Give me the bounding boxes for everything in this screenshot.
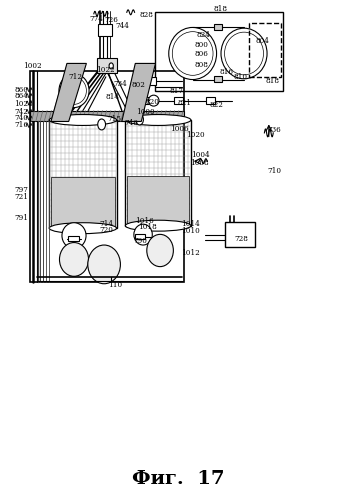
Bar — [68, 236, 79, 241]
Text: 808: 808 — [195, 61, 209, 69]
Ellipse shape — [49, 115, 116, 125]
Ellipse shape — [59, 74, 89, 108]
Text: 1020: 1020 — [186, 131, 204, 139]
Text: 1024: 1024 — [14, 100, 32, 108]
Ellipse shape — [49, 223, 116, 234]
Text: 734: 734 — [113, 80, 127, 88]
Text: 728: 728 — [235, 235, 248, 243]
Text: 712: 712 — [68, 73, 82, 81]
Text: 746: 746 — [125, 119, 139, 127]
Text: 726: 726 — [105, 16, 119, 24]
Ellipse shape — [98, 119, 106, 130]
Text: 816: 816 — [220, 68, 233, 76]
Text: 110: 110 — [108, 281, 122, 289]
Bar — [30, 71, 184, 282]
Text: 736: 736 — [268, 126, 282, 134]
Text: 710: 710 — [268, 167, 282, 175]
Text: 742: 742 — [15, 108, 29, 116]
Text: 818: 818 — [266, 77, 280, 85]
Text: Фиг.  17: Фиг. 17 — [132, 470, 225, 488]
Ellipse shape — [60, 243, 89, 276]
Ellipse shape — [149, 95, 159, 106]
Text: 810: 810 — [234, 73, 248, 81]
Ellipse shape — [109, 63, 113, 69]
Bar — [214, 76, 222, 82]
Text: 791: 791 — [15, 214, 29, 222]
Bar — [51, 178, 115, 226]
Text: 818: 818 — [213, 5, 227, 13]
Bar — [125, 120, 191, 226]
Bar — [174, 97, 183, 104]
Ellipse shape — [136, 114, 144, 125]
Text: 1018: 1018 — [138, 223, 157, 231]
Text: 774: 774 — [89, 15, 103, 23]
Text: 1000: 1000 — [136, 108, 155, 116]
Bar — [135, 77, 156, 85]
Text: 1012: 1012 — [181, 250, 200, 257]
Text: 1006: 1006 — [170, 125, 188, 133]
Ellipse shape — [88, 245, 120, 284]
Ellipse shape — [125, 115, 191, 125]
Text: 720: 720 — [99, 226, 113, 234]
Bar — [127, 176, 190, 224]
Text: 817: 817 — [170, 87, 184, 95]
Text: 1022: 1022 — [96, 66, 114, 74]
Text: 804: 804 — [256, 37, 270, 45]
Bar — [97, 58, 116, 73]
Text: 740: 740 — [15, 114, 29, 122]
Bar — [30, 111, 184, 121]
Text: 716: 716 — [15, 121, 29, 129]
Text: 824: 824 — [197, 31, 211, 39]
Text: 1004: 1004 — [191, 151, 210, 159]
Ellipse shape — [147, 235, 174, 266]
Text: 1008: 1008 — [190, 159, 208, 167]
Text: 864: 864 — [15, 92, 29, 100]
Bar — [140, 97, 149, 104]
Text: 806: 806 — [195, 50, 209, 58]
Text: 1002: 1002 — [23, 62, 42, 70]
Text: 820: 820 — [145, 98, 159, 106]
Text: 860: 860 — [15, 86, 29, 94]
Text: 802: 802 — [131, 81, 145, 89]
Text: 721: 721 — [15, 194, 29, 202]
Text: 1010: 1010 — [181, 227, 200, 235]
Bar — [135, 234, 145, 239]
Ellipse shape — [62, 223, 86, 249]
Bar — [249, 23, 281, 77]
Bar — [98, 24, 112, 36]
Bar — [206, 97, 215, 104]
Polygon shape — [51, 63, 86, 121]
Bar — [49, 120, 116, 228]
Ellipse shape — [134, 224, 152, 245]
Text: 715: 715 — [108, 115, 122, 123]
Text: 797: 797 — [15, 186, 29, 194]
Text: 1014: 1014 — [181, 220, 200, 228]
Text: 790: 790 — [134, 237, 147, 245]
Ellipse shape — [125, 220, 191, 231]
Polygon shape — [122, 63, 156, 121]
Bar — [225, 222, 255, 247]
Text: 821: 821 — [177, 99, 191, 107]
Text: 1016: 1016 — [135, 217, 153, 225]
Bar — [214, 24, 222, 29]
Ellipse shape — [169, 27, 217, 79]
Text: 744: 744 — [115, 22, 129, 30]
Text: 800: 800 — [195, 40, 209, 48]
Text: 714: 714 — [99, 220, 113, 228]
Text: 828: 828 — [140, 11, 154, 19]
Ellipse shape — [221, 28, 267, 79]
Text: 814: 814 — [106, 93, 120, 101]
Text: 822: 822 — [210, 101, 223, 109]
Bar — [156, 12, 283, 91]
